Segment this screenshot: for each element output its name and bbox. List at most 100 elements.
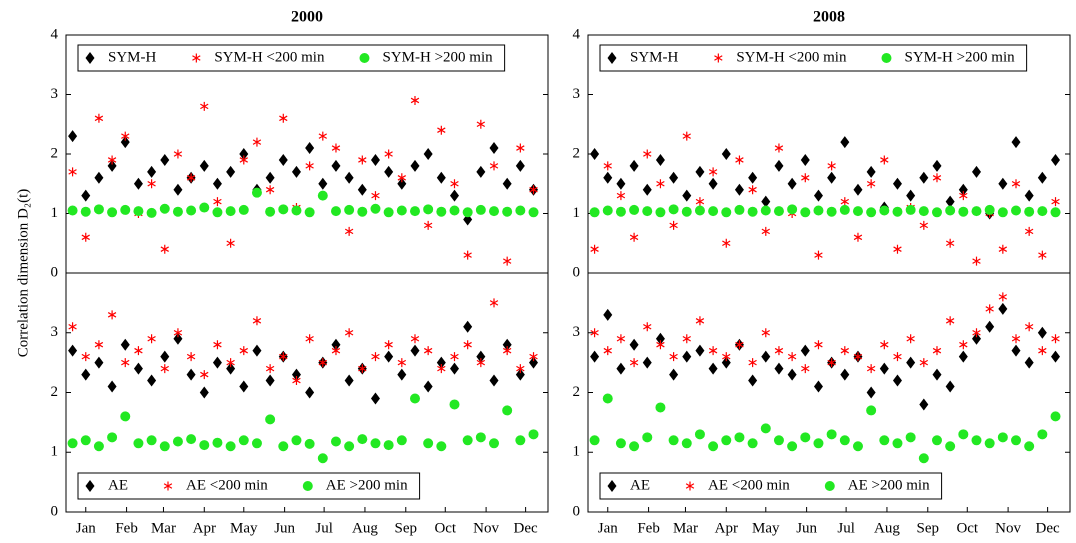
point xyxy=(476,358,486,368)
point xyxy=(410,334,420,344)
point xyxy=(265,171,275,184)
point xyxy=(1038,250,1047,260)
x-tick-label: Jan xyxy=(598,520,618,536)
point xyxy=(476,350,486,363)
point xyxy=(147,374,157,387)
point xyxy=(81,189,91,202)
point xyxy=(905,204,916,215)
point xyxy=(251,187,262,198)
point xyxy=(344,171,354,184)
point xyxy=(801,364,810,374)
point xyxy=(892,374,902,387)
legend-label: SYM-H <200 min xyxy=(736,49,847,65)
point xyxy=(160,153,170,166)
point xyxy=(173,149,183,159)
point xyxy=(147,179,156,189)
point xyxy=(656,179,665,189)
point xyxy=(906,356,916,369)
point xyxy=(410,95,420,105)
point xyxy=(734,204,745,215)
y-tick-label: 1 xyxy=(51,205,59,221)
x-tick-label: Mar xyxy=(151,520,176,536)
y-tick-label: 2 xyxy=(51,145,59,161)
point xyxy=(918,206,929,217)
point xyxy=(199,440,210,451)
point xyxy=(840,136,850,149)
point xyxy=(146,207,157,218)
point xyxy=(502,177,512,190)
point xyxy=(787,368,797,381)
point xyxy=(773,206,784,217)
point xyxy=(1051,334,1060,344)
point xyxy=(265,364,275,374)
point xyxy=(397,368,407,381)
point xyxy=(590,244,599,254)
point xyxy=(94,113,104,123)
point xyxy=(489,298,499,308)
point xyxy=(681,438,692,449)
point xyxy=(959,191,968,201)
point xyxy=(682,334,691,344)
point xyxy=(279,113,288,123)
point xyxy=(409,206,420,217)
point xyxy=(515,159,525,172)
point xyxy=(721,435,732,446)
point xyxy=(133,362,143,375)
point xyxy=(735,340,744,350)
point xyxy=(616,334,626,344)
point xyxy=(919,220,929,230)
point xyxy=(384,149,393,159)
point xyxy=(972,328,981,338)
point xyxy=(840,197,850,207)
point xyxy=(94,340,104,350)
point xyxy=(384,350,394,363)
point xyxy=(747,206,758,217)
point xyxy=(945,205,956,216)
point xyxy=(317,453,328,464)
point xyxy=(1050,207,1061,218)
legend-label: SYM-H xyxy=(630,49,679,65)
y-tick-label: 0 xyxy=(573,503,581,519)
point xyxy=(226,358,235,368)
point xyxy=(476,119,486,129)
point xyxy=(1011,344,1021,357)
point xyxy=(998,244,1008,254)
point xyxy=(998,177,1008,190)
point xyxy=(344,226,354,236)
point xyxy=(603,171,613,184)
x-tick-label: Apr xyxy=(715,520,738,536)
legend: SYM-H SYM-H <200 min SYM-H >200 min xyxy=(77,44,506,72)
point xyxy=(344,374,354,387)
point xyxy=(1024,226,1034,236)
legend-frame xyxy=(77,472,421,500)
point xyxy=(409,393,420,404)
point xyxy=(291,368,301,381)
series xyxy=(68,298,538,386)
point xyxy=(603,346,612,356)
legend-label: AE >200 min xyxy=(326,477,408,493)
point xyxy=(721,207,732,218)
point xyxy=(93,441,104,452)
point xyxy=(475,432,486,443)
point xyxy=(265,185,275,195)
point xyxy=(357,183,367,196)
series xyxy=(590,302,1061,411)
point xyxy=(945,380,955,393)
series xyxy=(590,131,1060,266)
x-tick-label: Nov xyxy=(473,520,499,536)
legend-label: SYM-H >200 min xyxy=(904,49,1015,65)
point xyxy=(656,340,665,350)
point xyxy=(186,173,196,183)
series xyxy=(589,204,1061,218)
legend-label: AE xyxy=(630,477,650,493)
point xyxy=(985,320,995,333)
point xyxy=(423,220,433,230)
point xyxy=(304,438,315,449)
point xyxy=(344,441,355,452)
point xyxy=(748,185,757,195)
point xyxy=(931,435,942,446)
point xyxy=(291,435,302,446)
point xyxy=(827,358,836,368)
point xyxy=(695,197,705,207)
point xyxy=(971,332,981,345)
